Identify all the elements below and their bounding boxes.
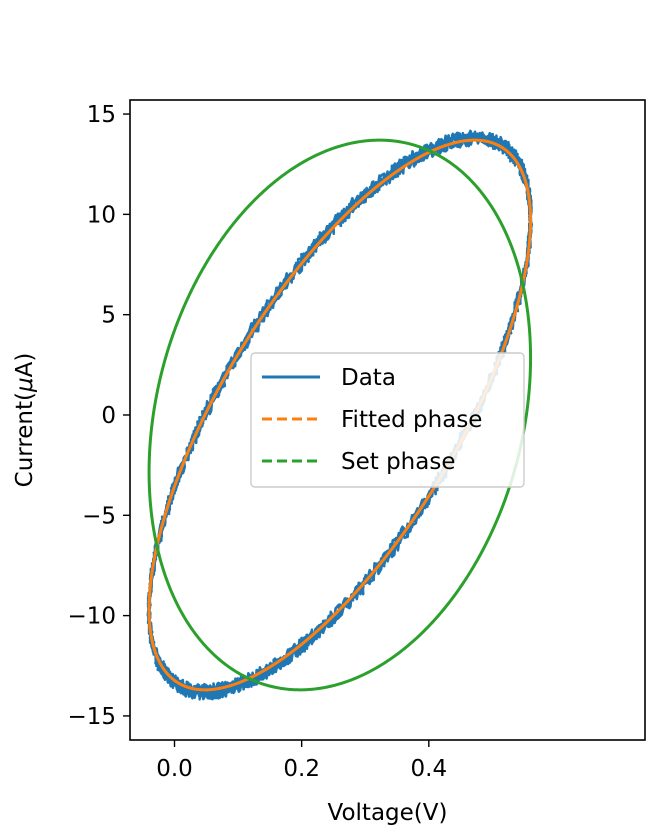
y-tick-label: 15: [87, 102, 116, 128]
x-tick-label: 0.4: [411, 756, 448, 782]
y-tick-label: 5: [101, 303, 116, 329]
y-tick-label: −10: [67, 604, 116, 630]
series-layer: [146, 129, 533, 701]
series-line-0: [146, 129, 533, 701]
y-tick-label: 10: [87, 202, 116, 228]
legend-label: Set phase: [341, 449, 455, 475]
y-tick-label: −5: [82, 503, 116, 529]
x-tick-label: 0.2: [283, 756, 320, 782]
y-tick-label: −15: [67, 704, 116, 730]
legend: Data Fitted phase Set phase: [250, 352, 525, 488]
legend-label: Data: [341, 365, 396, 391]
legend-box: [250, 352, 525, 488]
x-axis: 0.0 0.2 0.4: [156, 740, 447, 782]
y-axis-title-prefix: Current(: [12, 392, 38, 487]
y-axis-title-symbol: μ: [12, 377, 38, 393]
series-line-2: [147, 138, 533, 692]
y-axis-title: Current(μA): [12, 353, 38, 488]
y-tick-label: 0: [101, 403, 116, 429]
x-axis-title: Voltage(V): [328, 800, 448, 826]
legend-label: Fitted phase: [341, 407, 482, 433]
y-axis-title-suffix: A): [12, 353, 38, 378]
y-axis: −15 −10 −5 0 5 10 15: [67, 102, 130, 730]
series-line-1: [147, 138, 533, 692]
plot-frame: [129, 99, 646, 741]
x-tick-label: 0.0: [156, 756, 193, 782]
